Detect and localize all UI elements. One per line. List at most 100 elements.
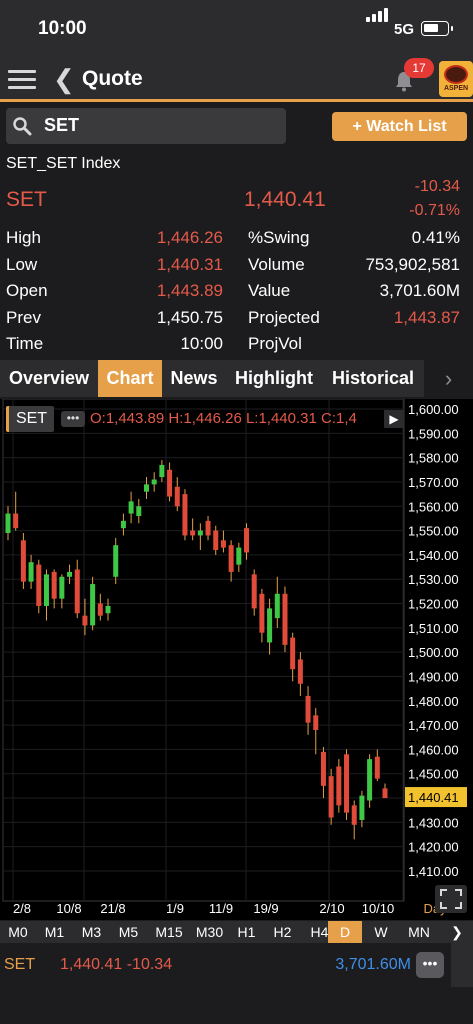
candle-body bbox=[82, 615, 88, 626]
candle-body bbox=[190, 530, 196, 536]
candle-body bbox=[20, 540, 26, 582]
candle-body bbox=[90, 584, 96, 626]
candlestick-chart[interactable]: 1,600.00 1,590.00 1,580.00 1,570.00 1,560.00… bbox=[0, 399, 473, 920]
y-tick-label: 1,590.00 bbox=[408, 426, 459, 441]
timeframe-w[interactable]: W bbox=[374, 924, 388, 940]
x-tick-label: 2/8 bbox=[13, 901, 31, 916]
timeframe-m5[interactable]: M5 bbox=[118, 924, 139, 940]
ohlc-expand-icon[interactable]: ▶ bbox=[384, 410, 404, 428]
candle-body bbox=[36, 564, 42, 606]
y-tick-label: 1,480.00 bbox=[408, 694, 459, 709]
candle-body bbox=[367, 759, 373, 801]
current-price-marker bbox=[405, 787, 467, 808]
candle-body bbox=[105, 605, 111, 614]
tab-highlight[interactable]: Highlight bbox=[235, 368, 313, 388]
candle-body bbox=[59, 576, 65, 599]
y-tick-label: 1,410.00 bbox=[408, 864, 459, 879]
candle-body bbox=[174, 486, 180, 507]
y-tick-label: 1,560.00 bbox=[408, 499, 459, 514]
fullscreen-icon-bg bbox=[435, 885, 467, 913]
candle-body bbox=[143, 484, 149, 492]
status-bar: 10:00 5G bbox=[0, 0, 473, 58]
timeframe-m0[interactable]: M0 bbox=[8, 924, 28, 940]
ohlc-readout: O:1,443.89 H:1,446.26 L:1,440.31 C:1,4 bbox=[90, 410, 357, 427]
candle-body bbox=[167, 469, 173, 497]
candle-body bbox=[259, 593, 265, 633]
timeframe-m1[interactable]: M1 bbox=[44, 924, 65, 940]
candle-body bbox=[359, 795, 365, 820]
tab-bar: Overview Chart News Highlight Historical › bbox=[0, 360, 473, 397]
quote-value: 0.41% bbox=[411, 228, 460, 247]
candle-body bbox=[128, 501, 134, 514]
quote-value: 1,443.89 bbox=[156, 281, 223, 300]
timeframe-bar: M0 M1 M3 M5 M15 M30 H1 H2 H4 D W MN ❯ bbox=[0, 921, 473, 943]
candle-body bbox=[282, 593, 288, 645]
quote-symbol: SET bbox=[6, 188, 47, 211]
y-tick-label: 1,570.00 bbox=[408, 475, 459, 490]
nav-bar: ❮ Quote 17 ASPEN bbox=[0, 58, 473, 102]
quote-label: Open bbox=[6, 281, 48, 300]
candle-body bbox=[182, 494, 188, 536]
candle-body bbox=[305, 695, 311, 723]
quote-value: 3,701.60M bbox=[379, 281, 460, 300]
candle-body bbox=[382, 788, 388, 799]
quote-row: Prev 1,450.75 Projected 1,443.87 bbox=[0, 308, 473, 334]
quote-row: High 1,446.26 %Swing 0.41% bbox=[0, 228, 473, 254]
candle-body bbox=[5, 513, 11, 534]
quote-label: Prev bbox=[6, 308, 41, 327]
last-price: 1,440.41 bbox=[244, 188, 326, 211]
network-type: 5G bbox=[394, 21, 415, 38]
y-tick-label: 1,540.00 bbox=[408, 548, 459, 563]
y-tick-label: 1,500.00 bbox=[408, 645, 459, 660]
price-change-percent: -0.71% bbox=[409, 202, 460, 219]
tab-overview[interactable]: Overview bbox=[8, 368, 90, 388]
candle-body bbox=[236, 547, 242, 565]
tab-news[interactable]: News bbox=[170, 368, 218, 388]
candle-body bbox=[344, 754, 350, 813]
tab-scroll-right-icon[interactable]: › bbox=[424, 360, 473, 397]
aspen-logo-mark bbox=[444, 65, 468, 84]
price-change: -10.34 bbox=[414, 178, 460, 195]
timeframe-h4[interactable]: H4 bbox=[310, 924, 329, 940]
quote-label: Time bbox=[6, 334, 44, 353]
back-icon[interactable]: ❮ bbox=[53, 64, 75, 94]
menu-icon[interactable] bbox=[8, 68, 36, 90]
plot-frame bbox=[2, 399, 405, 902]
ticker-symbol[interactable]: SET bbox=[4, 956, 36, 973]
chart-area[interactable]: 1,600.00 1,590.00 1,580.00 1,570.00 1,560.00… bbox=[0, 399, 473, 920]
y-tick-label: 1,530.00 bbox=[408, 572, 459, 587]
candle-body bbox=[313, 715, 319, 730]
y-tick-label: 1,600.00 bbox=[408, 402, 459, 417]
chart-symbol-chip[interactable]: SET bbox=[6, 406, 54, 432]
y-tick-label: 1,510.00 bbox=[408, 621, 459, 636]
timeframe-more-icon[interactable]: ❯ bbox=[451, 924, 463, 940]
timeframe-h1[interactable]: H1 bbox=[237, 924, 256, 940]
search-input[interactable]: SET bbox=[6, 108, 286, 144]
candle-body bbox=[120, 520, 126, 529]
timeframe-m3[interactable]: M3 bbox=[81, 924, 102, 940]
timeframe-m15[interactable]: M15 bbox=[155, 924, 183, 940]
y-tick-label: 1,430.00 bbox=[408, 815, 459, 830]
ticker-more-button[interactable]: ••• bbox=[416, 952, 444, 978]
tab-historical[interactable]: Historical bbox=[331, 368, 415, 388]
timeframe-m30[interactable]: M30 bbox=[195, 924, 224, 940]
candle-body bbox=[197, 530, 203, 536]
add-watchlist-button[interactable]: + Watch List bbox=[332, 112, 467, 141]
candle-body bbox=[28, 562, 34, 582]
candle-body bbox=[113, 545, 119, 577]
candle-body bbox=[13, 513, 19, 529]
timeframe-h2[interactable]: H2 bbox=[273, 924, 292, 940]
quote-label: ProjVol bbox=[248, 334, 302, 353]
timeframe-mn[interactable]: MN bbox=[408, 924, 430, 940]
timeframe-d[interactable]: D bbox=[328, 921, 362, 943]
y-tick-label: 1,420.00 bbox=[408, 840, 459, 855]
bottom-ticker: SET 1,440.41 -10.34 3,701.60M ••• bbox=[0, 943, 473, 987]
current-price-label: 1,440.41 bbox=[408, 790, 459, 805]
candle-body bbox=[220, 540, 226, 548]
y-tick-label: 1,470.00 bbox=[408, 718, 459, 733]
quote-label: %Swing bbox=[248, 228, 310, 247]
tab-chart[interactable]: Chart bbox=[98, 360, 162, 397]
aspen-logo[interactable]: ASPEN bbox=[439, 61, 473, 97]
ticker-price: 1,440.41 -10.34 bbox=[60, 956, 173, 973]
chart-more-button[interactable]: ••• bbox=[61, 411, 85, 427]
